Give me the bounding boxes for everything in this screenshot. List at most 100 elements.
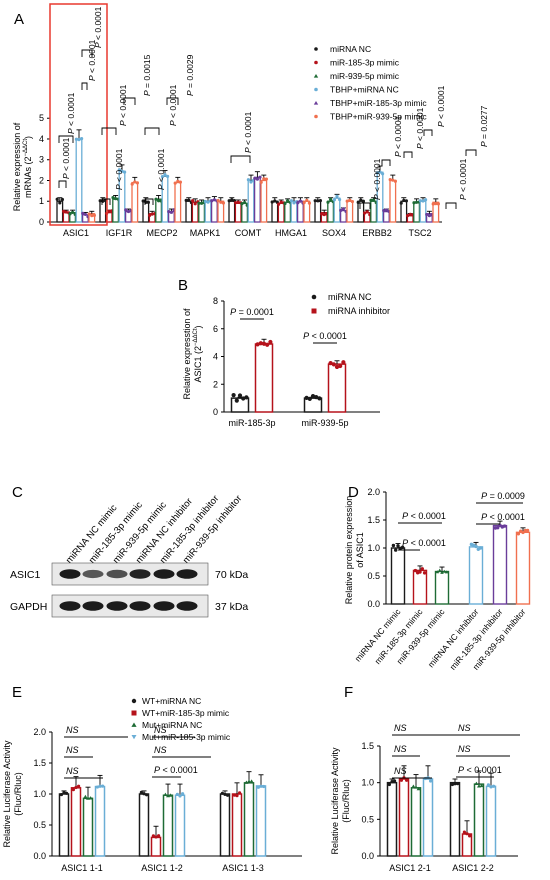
A-legend-marker [314, 47, 318, 51]
A-data-point [212, 198, 216, 202]
A-data-point [286, 199, 290, 203]
E-data-point [139, 790, 143, 794]
F-data-point [387, 782, 391, 787]
A-p-value-label: P < 0.0001 [118, 84, 128, 126]
E-data-point [59, 792, 64, 797]
A-bracket [381, 159, 391, 166]
C-row-label: GAPDH [10, 601, 47, 613]
E-bar [94, 785, 106, 857]
A-data-point [298, 199, 302, 203]
A-data-point [313, 199, 317, 203]
C-blot-band [59, 569, 81, 579]
D-y-tick-label: 2.0 [367, 487, 380, 497]
A-data-point [187, 198, 191, 202]
E-x-tick-label: ASIC1 1-2 [141, 863, 183, 873]
A-data-point [369, 198, 373, 202]
A-data-point [264, 177, 268, 181]
F-bar [485, 785, 497, 857]
A-data-point [372, 198, 376, 202]
F-bar [473, 783, 485, 857]
F-y-axis-label: Relative Luciferase Activity(Fluc/Rluc) [330, 747, 351, 855]
A-data-point [71, 210, 75, 215]
A-x-tick-label: SOX4 [322, 228, 346, 238]
A-data-point [318, 198, 322, 203]
E-bar [138, 793, 150, 857]
D-bar [468, 546, 484, 605]
A-y-tick-label: 1 [39, 196, 44, 206]
A-bar [413, 201, 421, 223]
A-data-point [393, 179, 397, 183]
B-y-tick-label: 4 [213, 352, 218, 362]
A-data-point [246, 178, 250, 182]
A-p-value-label: P < 0.0001 [436, 85, 446, 127]
A-bracket [101, 127, 117, 135]
A-bar [210, 199, 218, 223]
A-bar [260, 179, 268, 223]
A-data-point [219, 200, 223, 204]
A-legend-marker [314, 114, 318, 119]
E-x-tick-label: ASIC1 1-3 [222, 863, 264, 873]
B-data-point [307, 396, 312, 401]
A-bar [370, 200, 378, 223]
A-data-point [421, 199, 425, 203]
A-bar [277, 202, 285, 223]
B-data-point [265, 342, 270, 347]
A-data-point [64, 210, 68, 214]
A-data-point [363, 211, 367, 215]
E-data-point [101, 784, 105, 788]
C-blot-band [129, 601, 151, 611]
B-y-tick-label: 6 [213, 324, 218, 334]
B-data-point [328, 361, 333, 366]
B-y-tick-label: 2 [213, 379, 218, 389]
A-data-point [111, 195, 115, 200]
A-data-point [305, 198, 309, 203]
A-data-point [146, 200, 150, 204]
A-data-point [329, 197, 333, 201]
A-p-value-label: P = 0.0029 [185, 54, 195, 96]
A-data-point [436, 202, 440, 206]
A-data-point [197, 201, 201, 205]
C-kda-label: 70 kDa [215, 569, 248, 581]
A-data-point [326, 200, 330, 204]
F-data-point [456, 782, 460, 786]
A-data-point [124, 208, 128, 212]
E-data-point [83, 794, 88, 799]
A-p-value-label: P < 0.0001 [415, 107, 425, 149]
E-data-point [238, 791, 242, 795]
A-data-point [365, 210, 369, 214]
A-bar [228, 200, 236, 223]
F-bar [422, 778, 434, 857]
E-y-tick-label: 1.0 [33, 789, 46, 799]
A-data-point [249, 180, 253, 184]
A-bracket [144, 127, 160, 135]
A-data-point [210, 199, 214, 203]
A-bar [284, 201, 292, 223]
E-data-point [223, 792, 227, 797]
A-bracket [81, 82, 88, 90]
A-x-tick-label: HMGA1 [275, 228, 307, 238]
F-y-tick-label: 1.0 [361, 778, 374, 788]
A-data-point [234, 201, 238, 205]
A-y-axis-label: Relative expression ofmRNAs (2−ΔΔCt) [12, 122, 33, 211]
D-data-point [422, 571, 427, 575]
C-row-label: ASIC1 [10, 569, 41, 581]
B-data-point [304, 395, 309, 400]
D-data-point [502, 524, 507, 528]
A-bracket [465, 149, 477, 156]
B-data-point [234, 398, 239, 403]
A-bar [419, 200, 427, 223]
A-data-point [404, 199, 408, 203]
A-highlight-box [49, 3, 108, 226]
B-x-tick-label: miR-939-5p [301, 418, 348, 428]
F-p-value-label: NS [394, 766, 407, 776]
A-data-point [92, 213, 96, 217]
B-data-point [255, 342, 260, 347]
A-p-value-label: P < 0.0001 [93, 6, 103, 48]
E-y-tick-label: 1.5 [33, 758, 46, 768]
F-p-value-label: NS [458, 744, 471, 754]
A-data-point [178, 180, 182, 184]
E-p-value-label: P < 0.0001 [154, 765, 198, 775]
A-x-tick-label: TSC2 [408, 228, 431, 238]
A-data-point [356, 200, 360, 204]
A-p-value-label: P < 0.0001 [458, 158, 468, 200]
